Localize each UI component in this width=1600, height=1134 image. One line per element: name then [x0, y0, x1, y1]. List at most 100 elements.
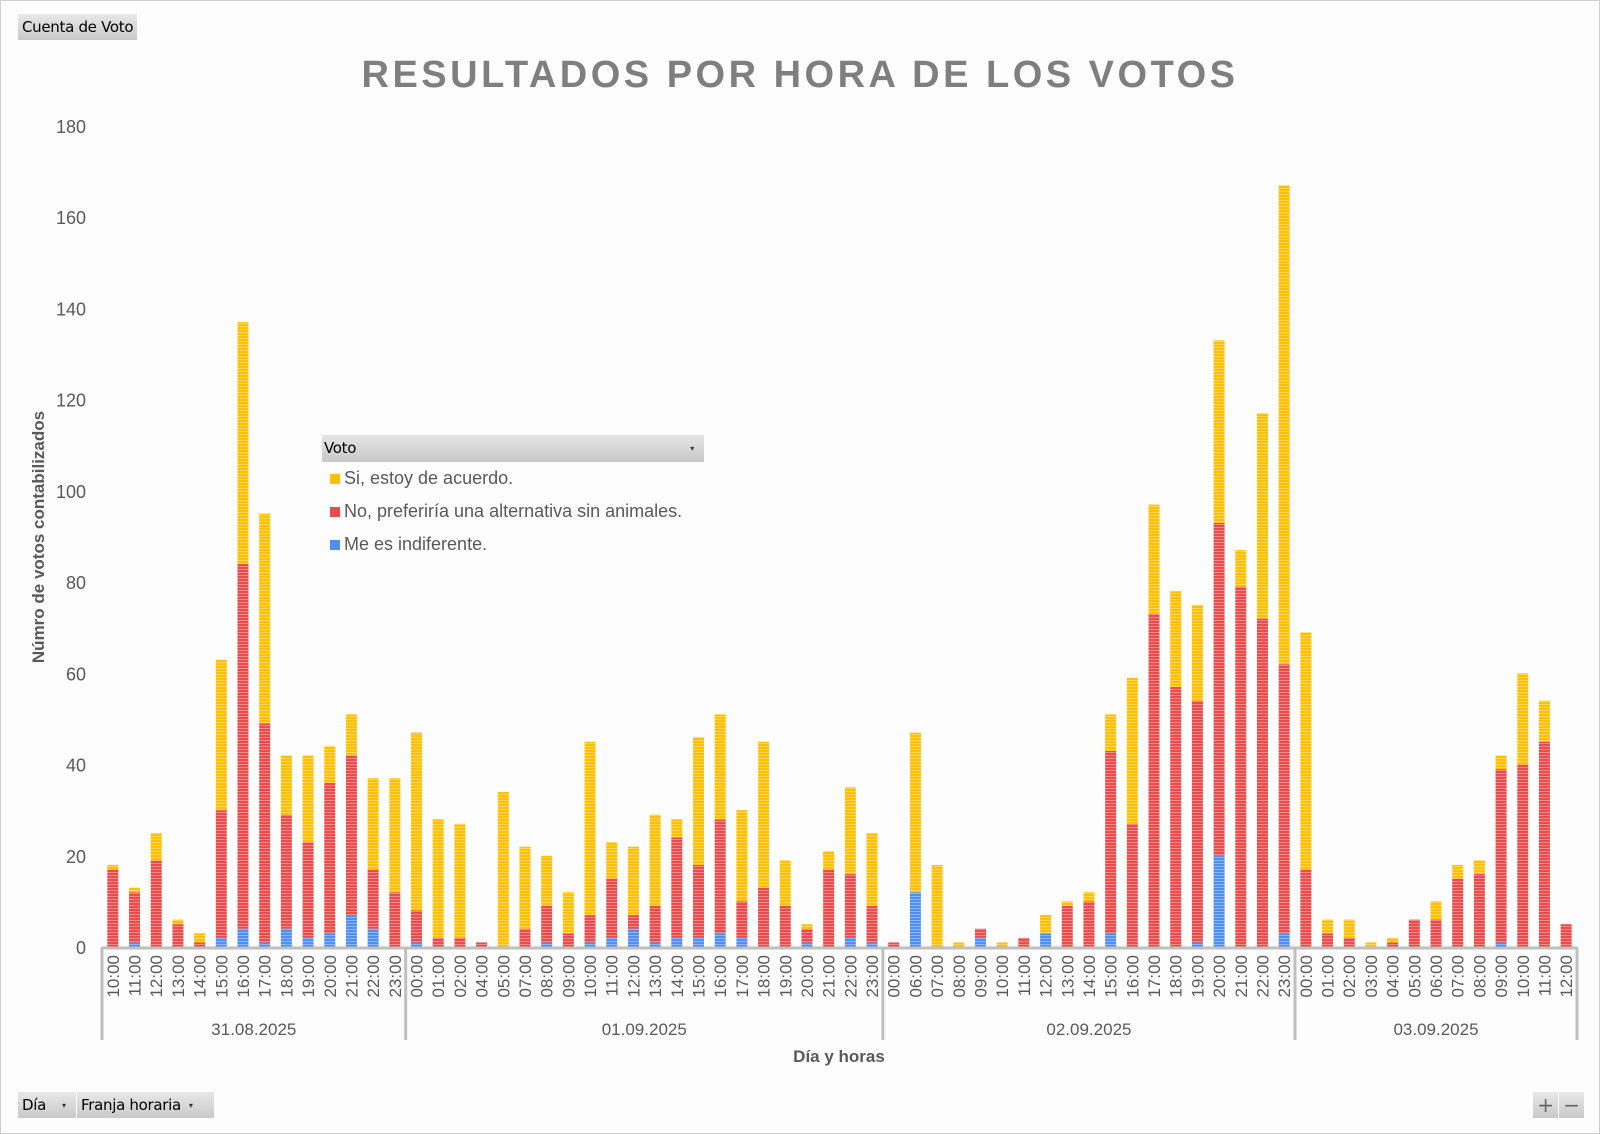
collapse-field-button[interactable]: − — [1559, 1092, 1584, 1118]
y-tick-label: 160 — [56, 208, 86, 228]
bar-segment — [345, 755, 357, 916]
bar-segment — [606, 842, 618, 879]
x-tick-label-hour: 07:00 — [516, 955, 535, 998]
bar-segment — [1191, 700, 1203, 943]
bar-segment — [1105, 933, 1117, 947]
bar-segment — [172, 924, 184, 947]
bar-segment — [844, 937, 856, 947]
x-tick-label-hour: 04:00 — [1384, 955, 1403, 998]
x-tick-label-hour: 13:00 — [169, 955, 188, 998]
y-tick-label: 60 — [66, 664, 86, 684]
bar-segment — [107, 869, 119, 947]
x-tick-label-hour: 02:00 — [1340, 955, 1359, 998]
x-tick-label-hour: 09:00 — [1492, 955, 1511, 998]
bar-segment — [693, 864, 705, 938]
bar-segment — [1213, 855, 1225, 947]
x-tick-label-hour: 05:00 — [494, 955, 513, 998]
x-tick-label-hour: 22:00 — [841, 955, 860, 998]
bar-segment — [1343, 937, 1355, 947]
y-tick-label: 80 — [66, 573, 86, 593]
bar-segment — [1538, 700, 1550, 742]
bar-segment — [129, 887, 141, 893]
legend-item-indiferente: Me es indiferente. — [322, 528, 704, 561]
x-tick-label-hour: 19:00 — [776, 955, 795, 998]
bar-segment — [367, 778, 379, 870]
bar-segment — [259, 513, 271, 724]
value-field-button[interactable]: Cuenta de Voto — [18, 14, 138, 40]
bar-segment — [606, 937, 618, 947]
bar-segment — [649, 905, 661, 943]
bar-segment — [1126, 823, 1138, 947]
legend-label: Me es indiferente. — [344, 534, 488, 554]
bar-segment — [1040, 915, 1052, 934]
bar-segment — [649, 814, 661, 906]
bar-segment — [1235, 550, 1247, 587]
legend-item-si: Si, estoy de acuerdo. — [322, 462, 704, 495]
minus-icon: − — [1563, 1093, 1580, 1117]
value-field-label: Cuenta de Voto — [22, 18, 134, 36]
legend-swatch-icon — [330, 474, 340, 484]
bar-segment — [714, 819, 726, 934]
bar-segment — [866, 942, 878, 947]
bar-segment — [1387, 942, 1399, 947]
bar-segment — [1083, 901, 1095, 947]
axis-field-franja-button[interactable]: Franja horaria ▾ — [77, 1092, 214, 1118]
bar-segment — [714, 933, 726, 947]
x-tick-label-hour: 13:00 — [1058, 955, 1077, 998]
legend-field-label: Voto — [324, 439, 357, 457]
bar-segment — [1322, 919, 1334, 934]
bar-segment — [1430, 901, 1442, 920]
bar-segment — [1452, 878, 1464, 947]
bar-segment — [215, 937, 227, 947]
x-tick-label-hour: 13:00 — [646, 955, 665, 998]
bar-segment — [736, 901, 748, 938]
bar-segment — [562, 892, 574, 934]
bar-segment — [823, 851, 835, 870]
bar-segment — [562, 933, 574, 947]
bar-segment — [671, 837, 683, 938]
x-tick-label-hour: 10:00 — [993, 955, 1012, 998]
bar-segment — [519, 846, 531, 929]
bar-segment — [237, 563, 249, 929]
bar-segment — [172, 919, 184, 925]
bar-segment — [541, 855, 553, 906]
axis-field-dia-button[interactable]: Día ▾ — [18, 1092, 76, 1118]
x-tick-label-hour: 19:00 — [1188, 955, 1207, 998]
bar-segment — [389, 778, 401, 893]
chart-title: RESULTADOS POR HORA DE LOS VOTOS — [361, 54, 1239, 96]
x-tick-label-day: 03.09.2025 — [1393, 1020, 1478, 1039]
bar-segment — [974, 928, 986, 938]
y-tick-label: 100 — [56, 482, 86, 502]
bar-segment — [649, 942, 661, 947]
x-tick-label-hour: 14:00 — [191, 955, 210, 998]
bar-segment — [1278, 664, 1290, 934]
bar-segment — [1517, 673, 1529, 765]
expand-field-button[interactable]: + — [1533, 1092, 1558, 1118]
x-tick-label-hour: 11:00 — [1535, 955, 1554, 996]
x-tick-label-hour: 00:00 — [408, 955, 427, 998]
bar-segment — [1256, 413, 1268, 619]
x-tick-label-hour: 19:00 — [299, 955, 318, 998]
legend-field-button[interactable]: Voto ▾ — [322, 435, 704, 462]
bar-segment — [584, 915, 596, 943]
bar-segment — [389, 892, 401, 947]
bar-segment — [1495, 755, 1507, 770]
x-tick-label-hour: 18:00 — [1167, 955, 1186, 998]
bar-segment — [432, 937, 444, 947]
bar-segment — [1343, 919, 1355, 938]
bar-segment — [280, 814, 292, 929]
bar-segment — [367, 869, 379, 929]
x-tick-label-hour: 15:00 — [690, 955, 709, 998]
bar-segment — [823, 869, 835, 947]
bar-segment — [194, 933, 206, 943]
bar-segment — [1018, 937, 1030, 947]
bar-segment — [324, 782, 336, 934]
y-tick-label: 20 — [66, 847, 86, 867]
bar-segment — [844, 874, 856, 938]
x-tick-label-hour: 01:00 — [1319, 955, 1338, 998]
bar-segment — [107, 864, 119, 870]
legend-swatch-icon — [330, 507, 340, 517]
bar-segment — [345, 714, 357, 756]
bar-segment — [367, 928, 379, 947]
